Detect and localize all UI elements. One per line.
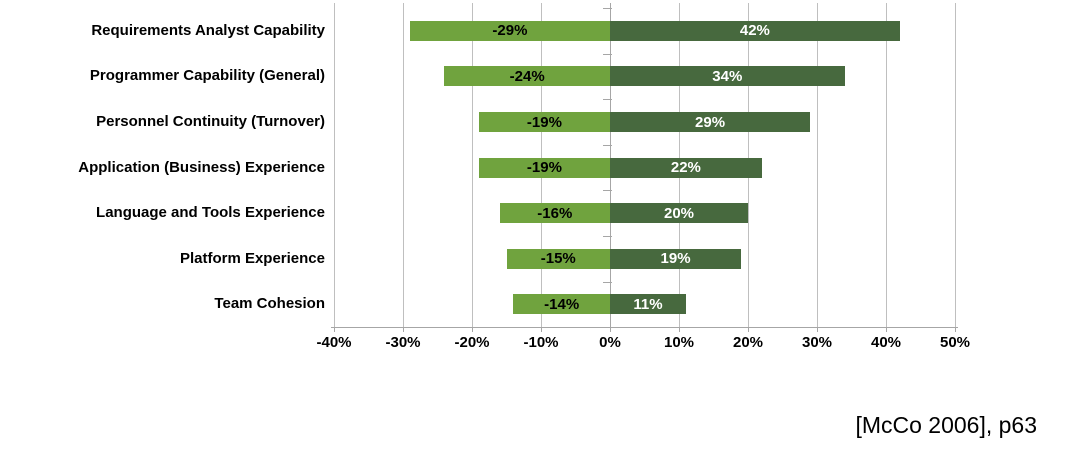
positive-bar: 34% <box>610 66 845 87</box>
negative-bar: -14% <box>513 294 610 315</box>
negative-value-label: -19% <box>526 159 562 177</box>
gridline <box>403 3 404 327</box>
gridline <box>817 3 818 327</box>
x-axis-tick <box>403 327 404 332</box>
negative-bar: -19% <box>478 112 610 132</box>
negative-bar: -29% <box>409 20 610 41</box>
negative-bar: -15% <box>506 248 610 269</box>
negative-value-label: -29% <box>492 22 528 40</box>
positive-bar: 11% <box>610 294 686 315</box>
x-axis-tick <box>748 327 749 332</box>
category-axis-tick <box>603 8 612 9</box>
x-axis-tick <box>541 327 542 332</box>
x-axis-tick-label: -40% <box>316 334 352 351</box>
positive-value-label: 29% <box>695 113 726 131</box>
x-axis-tick-label: 20% <box>732 334 764 351</box>
category-label: Programmer Capability (General) <box>89 67 325 85</box>
negative-value-label: -19% <box>526 113 562 131</box>
x-axis-tick-label: -20% <box>454 334 490 351</box>
x-axis-tick-label: 0% <box>599 334 621 351</box>
negative-value-label: -14% <box>544 295 580 313</box>
positive-value-label: 11% <box>633 295 663 313</box>
x-axis-tick-label: -30% <box>385 334 421 351</box>
positive-bar: 20% <box>610 203 748 224</box>
x-axis-tick <box>886 327 887 332</box>
positive-value-label: 19% <box>660 250 691 268</box>
gridline <box>334 3 335 327</box>
category-label: Platform Experience <box>179 249 325 267</box>
category-axis-tick <box>603 144 612 146</box>
negative-bar: -19% <box>478 157 610 178</box>
gridline <box>955 3 956 327</box>
category-label: Language and Tools Experience <box>96 204 325 222</box>
negative-value-label: -16% <box>537 204 573 222</box>
category-label: Requirements Analyst Capability <box>91 21 325 39</box>
x-axis-tick <box>334 327 335 332</box>
negative-value-label: -15% <box>540 250 576 268</box>
positive-value-label: 34% <box>712 67 743 85</box>
category-label: Team Cohesion <box>214 295 325 313</box>
citation-text: [McCo 2006], p63 <box>855 412 1037 438</box>
x-axis-tick <box>610 327 611 332</box>
x-axis-tick-label: 30% <box>801 334 833 351</box>
category-axis-tick <box>603 53 612 55</box>
gridline <box>886 3 887 327</box>
category-axis-tick <box>603 236 612 237</box>
positive-bar: 22% <box>610 157 762 178</box>
positive-bar: 19% <box>610 248 742 269</box>
negative-value-label: -24% <box>509 67 545 85</box>
category-label: Application (Business) Experience <box>78 158 325 176</box>
x-axis-tick-label: 10% <box>663 334 695 351</box>
gridline <box>472 3 473 327</box>
category-axis-tick <box>603 281 612 283</box>
x-axis-line <box>331 327 958 328</box>
x-axis-tick <box>472 327 473 332</box>
positive-value-label: 20% <box>663 204 695 222</box>
x-axis-tick <box>679 327 680 332</box>
category-axis-tick <box>603 190 612 192</box>
negative-bar: -24% <box>444 66 610 87</box>
positive-bar: 29% <box>610 112 811 132</box>
category-axis-tick <box>603 99 612 101</box>
positive-value-label: 42% <box>739 22 770 40</box>
positive-bar: 42% <box>610 20 900 41</box>
negative-bar: -16% <box>499 203 610 224</box>
x-axis-tick-label: 50% <box>939 334 971 351</box>
positive-value-label: 22% <box>670 159 701 177</box>
x-axis-tick-label: 40% <box>870 334 902 351</box>
x-axis-tick <box>955 327 956 332</box>
category-label: Personnel Continuity (Turnover) <box>96 113 325 130</box>
x-axis-tick-label: -10% <box>523 334 559 351</box>
x-axis-tick <box>817 327 818 332</box>
